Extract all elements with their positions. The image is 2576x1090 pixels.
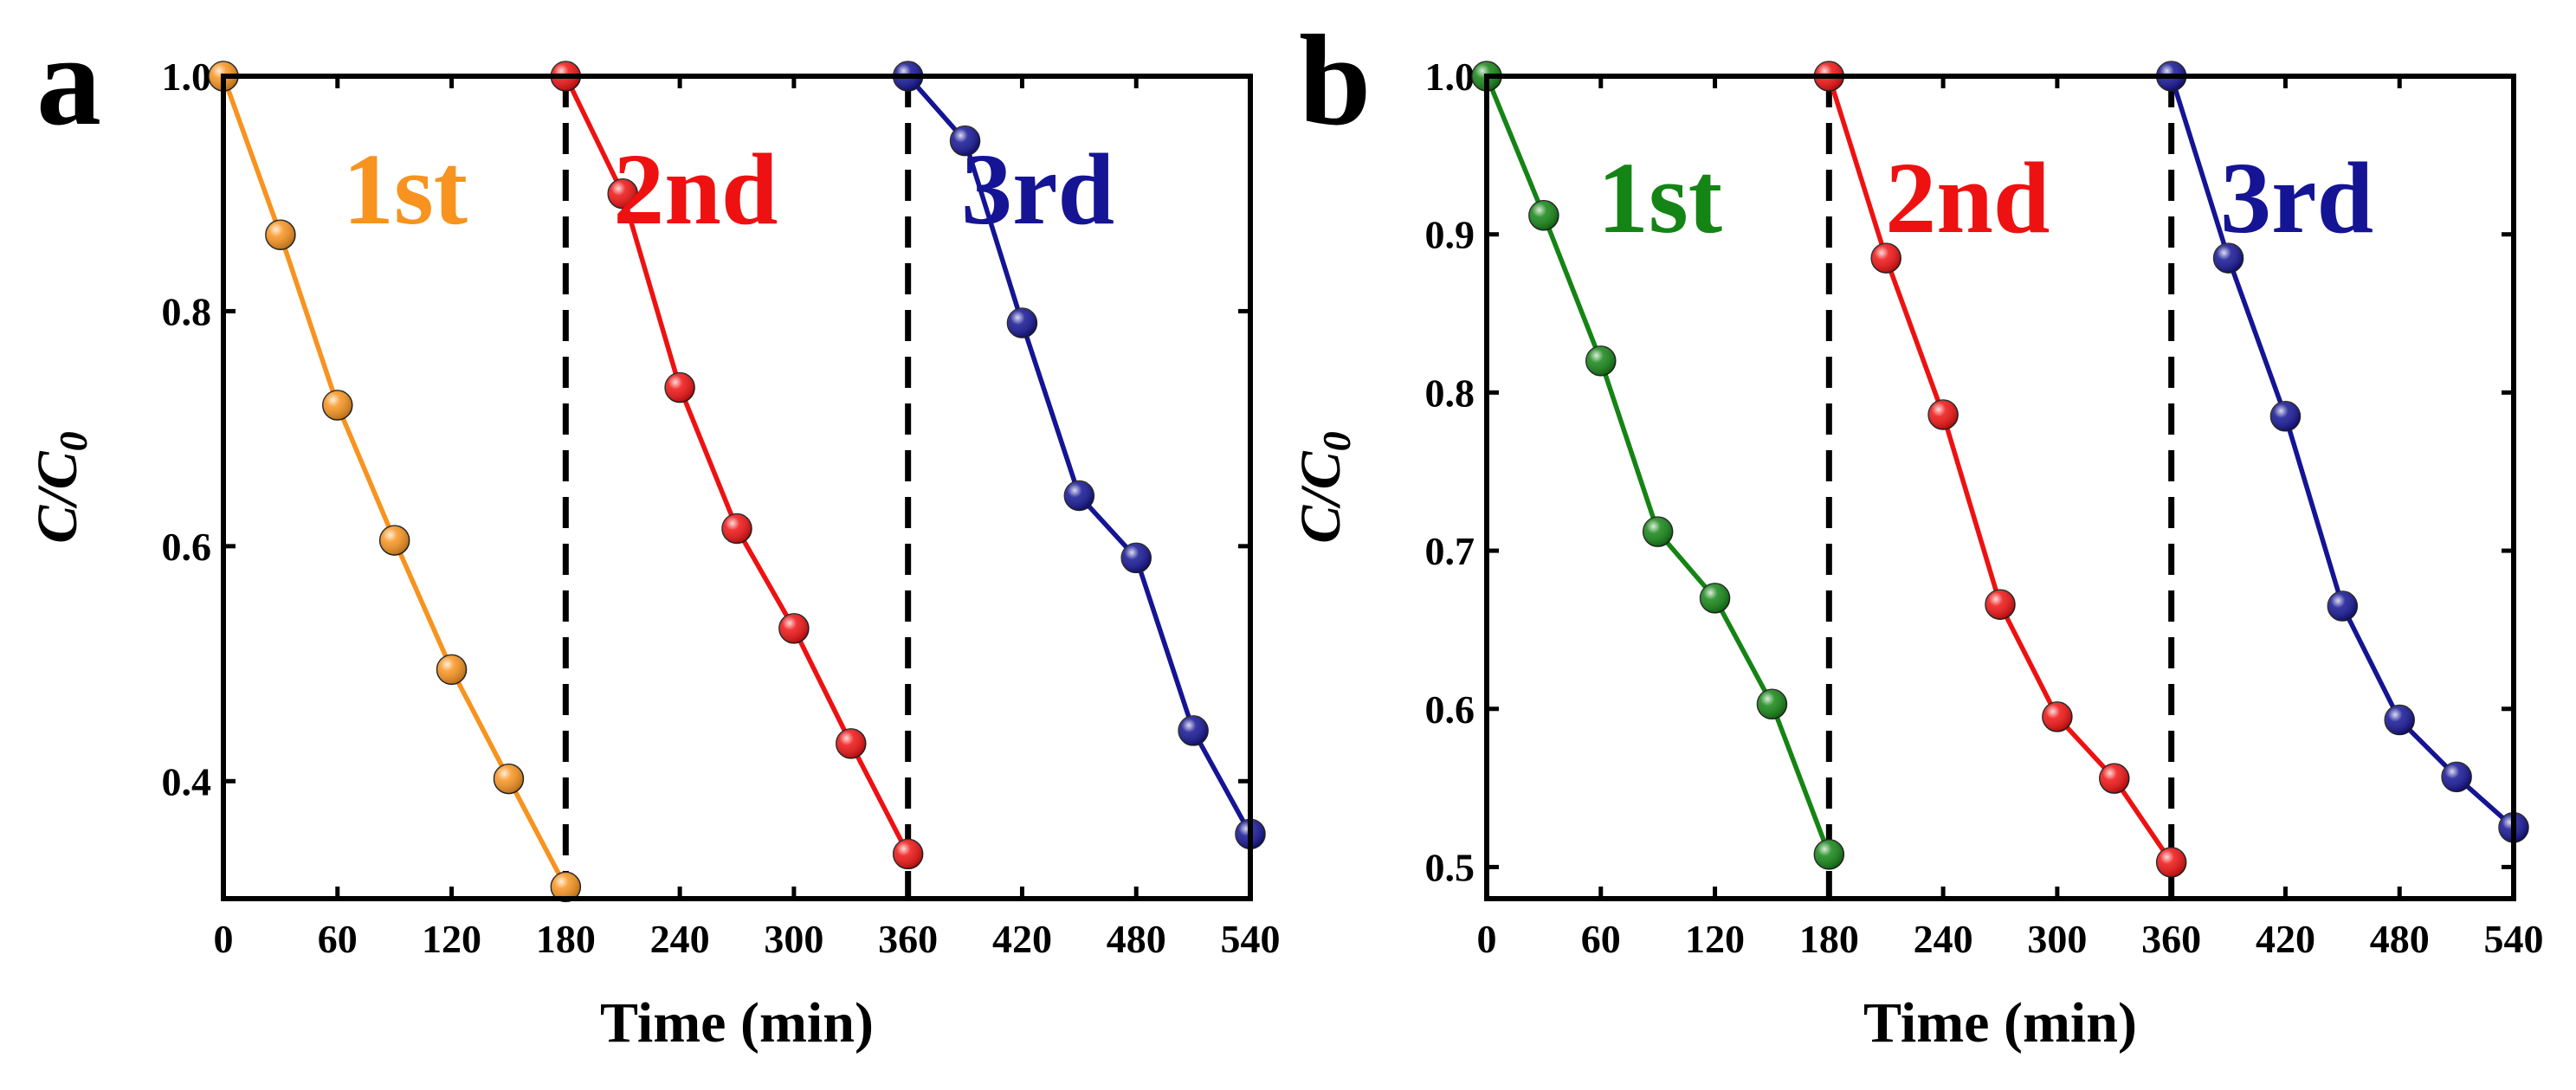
data-point-highlight xyxy=(1007,308,1037,338)
x-tick-label: 360 xyxy=(2141,917,2201,961)
data-point-highlight xyxy=(1121,543,1152,573)
x-tick-label: 300 xyxy=(764,917,823,961)
x-tick-label: 420 xyxy=(2256,917,2315,961)
x-tick-label: 120 xyxy=(422,917,481,961)
data-point-highlight xyxy=(2442,762,2472,792)
data-point-highlight xyxy=(778,613,809,643)
x-tick-label: 0 xyxy=(214,917,234,961)
y-tick-label: 0.6 xyxy=(1425,687,1475,732)
data-point-highlight xyxy=(1064,481,1094,511)
x-tick-label: 540 xyxy=(1221,917,1281,961)
plot-frame xyxy=(221,74,1253,901)
y-tick-label: 0.4 xyxy=(162,759,212,803)
data-point-highlight xyxy=(265,220,295,250)
cycle-label-2nd: 2nd xyxy=(613,132,778,246)
data-point-highlight xyxy=(2385,705,2415,735)
y-tick-label: 0.9 xyxy=(1425,213,1475,257)
data-point-highlight xyxy=(1814,839,1844,869)
panel-letter: b xyxy=(1299,9,1371,152)
data-point-highlight xyxy=(665,372,695,403)
data-point-highlight xyxy=(2213,243,2244,274)
panel-a: a 0 60 120 180 240 300 360 420 480 540 0.4 0.6 0.8 1.0… xyxy=(26,9,1281,1055)
x-tick-label: 180 xyxy=(1799,917,1859,961)
x-tick-label: 360 xyxy=(878,917,938,961)
x-tick-label: 120 xyxy=(1685,917,1745,961)
data-point-highlight xyxy=(722,513,752,544)
data-point-highlight xyxy=(2270,401,2301,431)
data-point-highlight xyxy=(2042,701,2072,732)
data-point-highlight xyxy=(1871,243,1901,274)
data-point-highlight xyxy=(379,526,410,556)
x-tick-label: 180 xyxy=(536,917,596,961)
cycle-label-1st: 1st xyxy=(1598,141,1722,255)
x-tick-label: 480 xyxy=(1107,917,1166,961)
plot-frame xyxy=(1484,74,2516,901)
cycle-label-3rd: 3rd xyxy=(961,132,1114,246)
x-tick-label: 240 xyxy=(1914,917,1973,961)
data-point-highlight xyxy=(2327,591,2358,622)
x-tick-label: 0 xyxy=(1477,917,1497,961)
data-point-highlight xyxy=(1757,689,1787,719)
x-tick-label: 540 xyxy=(2484,917,2544,961)
data-point-highlight xyxy=(893,839,923,869)
x-tick-label: 240 xyxy=(650,917,710,961)
y-tick-label: 0.5 xyxy=(1425,845,1475,889)
cycle-label-2nd: 2nd xyxy=(1885,141,2050,255)
data-point-highlight xyxy=(836,728,866,758)
x-tick-label: 420 xyxy=(992,917,1052,961)
y-tick-label: 0.8 xyxy=(1425,371,1475,415)
x-tick-label: 300 xyxy=(2027,917,2087,961)
x-axis-label: Time (min) xyxy=(1863,991,2137,1055)
data-point-highlight xyxy=(1585,345,1616,376)
data-point-highlight xyxy=(1928,399,1959,429)
y-axis-label: C/C0 xyxy=(26,431,95,543)
y-axis-label-subscript: 0 xyxy=(51,431,95,451)
data-point-highlight xyxy=(322,390,352,420)
x-axis-label: Time (min) xyxy=(600,991,874,1055)
data-point-highlight xyxy=(1700,583,1730,613)
y-axis-label: C/C0 xyxy=(1289,431,1359,543)
y-axis-label-main: C/C xyxy=(26,450,89,543)
y-tick-label: 1.0 xyxy=(162,55,212,99)
cycle-label-3rd: 3rd xyxy=(2220,141,2373,255)
data-point-highlight xyxy=(1528,200,1559,230)
data-point-highlight xyxy=(2156,847,2186,877)
y-tick-label: 1.0 xyxy=(1425,55,1475,99)
y-axis-label-subscript: 0 xyxy=(1314,431,1359,451)
y-axis-label-main: C/C xyxy=(1289,450,1353,543)
x-tick-label: 60 xyxy=(318,917,358,961)
data-point-highlight xyxy=(551,872,581,902)
data-point-highlight xyxy=(2099,764,2129,794)
data-point-highlight xyxy=(436,655,467,685)
x-tick-label: 60 xyxy=(1581,917,1621,961)
y-tick-label: 0.8 xyxy=(162,289,212,333)
data-point-highlight xyxy=(1178,715,1209,745)
data-point-highlight xyxy=(950,126,980,156)
panel-letter: a xyxy=(36,9,101,152)
y-tick-label: 0.7 xyxy=(1425,529,1475,573)
data-point-highlight xyxy=(1985,590,2015,620)
panel-b: b 0 60 120 180 240 300 360 420 480 540 0.5 0.6 0.7 0.8… xyxy=(1289,9,2544,1055)
data-point-highlight xyxy=(608,178,638,209)
data-point-highlight xyxy=(494,764,524,794)
x-tick-label: 480 xyxy=(2370,917,2430,961)
data-point-highlight xyxy=(1643,517,1673,547)
cycle-label-1st: 1st xyxy=(343,132,468,246)
y-tick-label: 0.6 xyxy=(162,525,212,569)
